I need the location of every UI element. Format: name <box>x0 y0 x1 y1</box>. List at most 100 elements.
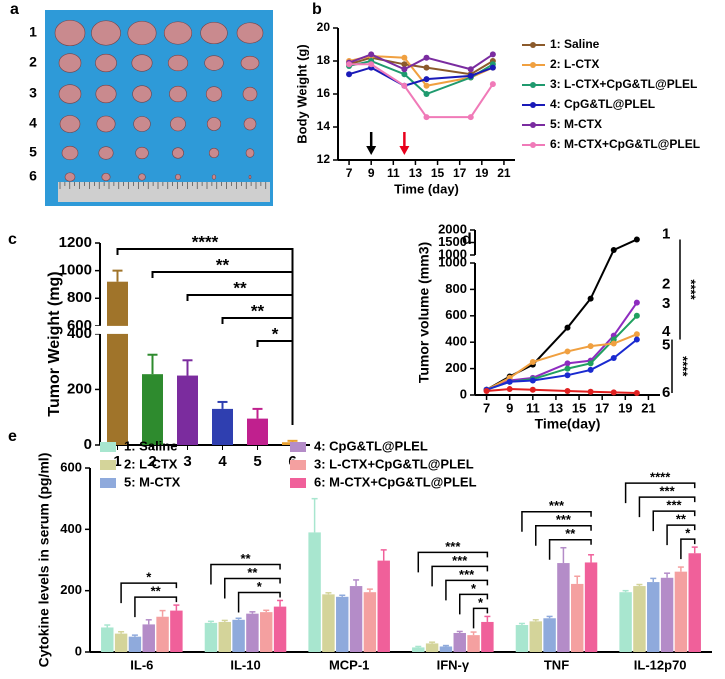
significance-label: *** <box>459 567 475 582</box>
x-tick-label: IL-6 <box>130 657 153 672</box>
significance-label: *** <box>666 498 682 513</box>
series-label: 5 <box>662 337 670 354</box>
bar <box>515 625 529 652</box>
tumor <box>64 172 76 182</box>
x-tick-label: TNF <box>544 657 569 672</box>
x-tick-label: 3 <box>183 453 191 470</box>
y-tick-label: 1200 <box>59 234 92 251</box>
bar <box>660 577 674 652</box>
bar <box>647 582 660 652</box>
significance-bracket <box>256 340 294 425</box>
row-label: 4 <box>29 115 37 131</box>
bar <box>142 374 163 445</box>
significance-label: ** <box>247 565 258 580</box>
series-label: 1 <box>662 225 670 242</box>
point <box>587 295 594 302</box>
significance-label: ** <box>565 526 576 541</box>
significance-bracket <box>417 551 489 573</box>
x-tick-label: 15 <box>431 166 445 180</box>
legend-swatch <box>290 442 306 452</box>
point <box>564 372 571 379</box>
tumor <box>96 115 116 133</box>
point <box>564 324 571 331</box>
legend-label: 6: M-CTX+CpG&TL@PLEL <box>550 137 700 151</box>
tumor <box>205 86 223 102</box>
tumor <box>243 117 257 131</box>
tumor <box>200 21 228 45</box>
legend-label: 1: Saline <box>550 37 600 51</box>
x-tick-label: IFN-γ <box>437 657 470 672</box>
point <box>610 247 617 253</box>
bar <box>557 563 570 652</box>
row-label: 2 <box>29 54 37 70</box>
significance-bracket <box>472 607 489 629</box>
bar <box>674 571 688 652</box>
panel-label: a <box>10 1 19 18</box>
point <box>529 386 536 393</box>
bar <box>322 594 335 652</box>
y-axis-title: Tumor Weight (mg) <box>46 271 63 416</box>
bar <box>584 562 598 652</box>
point <box>633 312 640 319</box>
axis-break <box>94 325 310 334</box>
legend-swatch <box>290 460 306 470</box>
panel-label: e <box>8 428 17 445</box>
point <box>346 71 353 78</box>
point <box>423 64 430 71</box>
significance-label: ** <box>676 512 687 527</box>
row-label: 1 <box>29 24 37 40</box>
point <box>564 365 571 372</box>
significance-bracket <box>237 591 281 613</box>
tumor <box>98 146 114 160</box>
x-tick-label: 13 <box>409 166 423 180</box>
bar <box>571 583 584 652</box>
bar <box>273 606 287 652</box>
significance-label: **** <box>684 279 699 300</box>
legend-label: 3: L-CTX+CpG&TL@PLEL <box>314 456 474 471</box>
row-label: 5 <box>29 144 37 160</box>
significance-bracket <box>210 563 281 585</box>
bar <box>425 643 439 652</box>
x-tick-label: 19 <box>475 166 489 180</box>
x-tick-label: IL-10 <box>230 657 260 672</box>
row-label: 6 <box>29 168 37 184</box>
tumor <box>133 116 151 132</box>
x-tick-label: IL-12p70 <box>634 657 687 672</box>
significance-bracket <box>458 593 489 615</box>
legend-label: 5: M-CTX <box>550 117 602 131</box>
panel-label: c <box>8 231 17 248</box>
x-tick-label: 2 <box>148 453 156 470</box>
bar <box>170 610 183 652</box>
significance-label: *** <box>556 512 572 527</box>
bar <box>377 560 390 652</box>
y-axis-title: Tumor volume (mm3) <box>416 242 432 383</box>
point <box>610 355 617 362</box>
bar <box>101 627 114 652</box>
significance-label: ** <box>240 551 251 566</box>
bar <box>439 646 453 652</box>
legend-marker <box>530 42 536 48</box>
tumor <box>58 84 82 104</box>
legend-label: 2: L-CTX <box>550 57 599 71</box>
tumor <box>135 146 149 160</box>
tumor <box>95 84 117 104</box>
photo <box>45 10 273 206</box>
significance-label: ** <box>233 278 247 297</box>
y-tick-label: 1000 <box>438 246 467 261</box>
legend-marker <box>530 142 536 148</box>
tumor <box>175 173 181 181</box>
bar <box>308 532 321 652</box>
significance-label: * <box>272 324 279 343</box>
tumor <box>54 19 86 47</box>
x-tick-label: 21 <box>641 400 655 415</box>
bar <box>412 647 425 652</box>
arrow-head <box>366 146 377 155</box>
x-tick-label: 11 <box>387 166 400 180</box>
x-tick-label: 17 <box>453 166 467 180</box>
series-line <box>486 238 638 391</box>
significance-bracket <box>680 538 696 560</box>
significance-label: ** <box>251 301 265 320</box>
x-tick-label: 1 <box>113 453 121 470</box>
x-axis-title: Time(day) <box>535 416 601 432</box>
